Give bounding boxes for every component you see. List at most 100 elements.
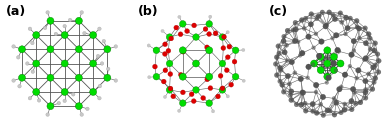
- Circle shape: [325, 108, 330, 113]
- Circle shape: [192, 60, 200, 67]
- Circle shape: [279, 68, 283, 72]
- Circle shape: [370, 87, 375, 92]
- Circle shape: [161, 29, 164, 33]
- Circle shape: [303, 16, 308, 21]
- Circle shape: [216, 94, 220, 99]
- Circle shape: [343, 15, 348, 20]
- Circle shape: [302, 26, 307, 30]
- Circle shape: [232, 59, 237, 64]
- Circle shape: [325, 55, 328, 59]
- Circle shape: [306, 76, 310, 80]
- Circle shape: [313, 82, 319, 88]
- Circle shape: [350, 86, 356, 92]
- Circle shape: [288, 93, 293, 97]
- Circle shape: [178, 32, 183, 37]
- Circle shape: [153, 73, 160, 80]
- Circle shape: [314, 32, 318, 36]
- Circle shape: [90, 88, 96, 96]
- Circle shape: [312, 46, 316, 50]
- Circle shape: [274, 55, 279, 60]
- Circle shape: [68, 18, 72, 22]
- Circle shape: [47, 74, 54, 81]
- Circle shape: [46, 11, 49, 14]
- Circle shape: [376, 70, 381, 74]
- Circle shape: [281, 90, 286, 94]
- Circle shape: [282, 50, 287, 55]
- Circle shape: [373, 63, 378, 67]
- Circle shape: [293, 71, 297, 75]
- Text: (c): (c): [269, 5, 288, 18]
- Circle shape: [98, 96, 101, 100]
- Circle shape: [291, 28, 295, 32]
- Circle shape: [349, 98, 354, 104]
- Circle shape: [163, 95, 167, 99]
- Circle shape: [44, 26, 47, 30]
- Circle shape: [278, 79, 282, 84]
- Circle shape: [325, 23, 329, 27]
- Circle shape: [277, 51, 281, 56]
- Circle shape: [294, 102, 299, 107]
- Circle shape: [281, 38, 286, 44]
- Circle shape: [368, 47, 372, 52]
- Circle shape: [362, 58, 367, 62]
- Circle shape: [28, 27, 32, 31]
- Circle shape: [106, 67, 110, 71]
- Circle shape: [285, 59, 289, 63]
- Circle shape: [201, 96, 206, 100]
- Circle shape: [370, 65, 376, 70]
- Circle shape: [317, 53, 324, 60]
- Circle shape: [285, 43, 289, 47]
- Circle shape: [321, 113, 326, 118]
- Circle shape: [206, 47, 213, 54]
- Circle shape: [208, 86, 213, 91]
- Circle shape: [358, 100, 363, 105]
- Circle shape: [330, 67, 338, 74]
- Circle shape: [373, 41, 377, 46]
- Circle shape: [47, 103, 54, 110]
- Circle shape: [242, 79, 245, 82]
- Circle shape: [47, 17, 54, 24]
- Circle shape: [221, 46, 226, 50]
- Circle shape: [178, 15, 181, 19]
- Circle shape: [319, 102, 323, 106]
- Circle shape: [289, 89, 294, 94]
- Circle shape: [47, 46, 54, 53]
- Circle shape: [338, 11, 343, 15]
- Circle shape: [324, 47, 331, 54]
- Circle shape: [206, 21, 212, 27]
- Circle shape: [292, 38, 298, 44]
- Circle shape: [12, 45, 15, 48]
- Circle shape: [178, 109, 181, 113]
- Circle shape: [206, 73, 213, 80]
- Circle shape: [104, 74, 111, 81]
- Circle shape: [75, 46, 82, 53]
- Circle shape: [320, 94, 326, 100]
- Circle shape: [193, 34, 199, 40]
- Circle shape: [147, 76, 151, 79]
- Circle shape: [63, 99, 67, 103]
- Circle shape: [309, 12, 314, 17]
- Circle shape: [220, 86, 225, 91]
- Circle shape: [100, 62, 104, 65]
- Circle shape: [207, 32, 212, 36]
- Circle shape: [181, 49, 185, 54]
- Circle shape: [303, 101, 307, 105]
- Circle shape: [213, 31, 218, 36]
- Circle shape: [300, 90, 306, 95]
- Circle shape: [180, 100, 186, 106]
- Circle shape: [349, 107, 354, 112]
- Circle shape: [219, 34, 226, 40]
- Circle shape: [315, 17, 319, 21]
- Circle shape: [356, 26, 361, 31]
- Circle shape: [345, 26, 350, 31]
- Circle shape: [343, 32, 348, 36]
- Circle shape: [75, 103, 82, 110]
- Circle shape: [83, 31, 86, 35]
- Circle shape: [90, 60, 96, 67]
- Circle shape: [16, 55, 20, 59]
- Circle shape: [357, 36, 361, 40]
- Circle shape: [324, 73, 331, 80]
- Circle shape: [31, 41, 34, 45]
- Circle shape: [310, 101, 316, 107]
- Circle shape: [209, 15, 212, 18]
